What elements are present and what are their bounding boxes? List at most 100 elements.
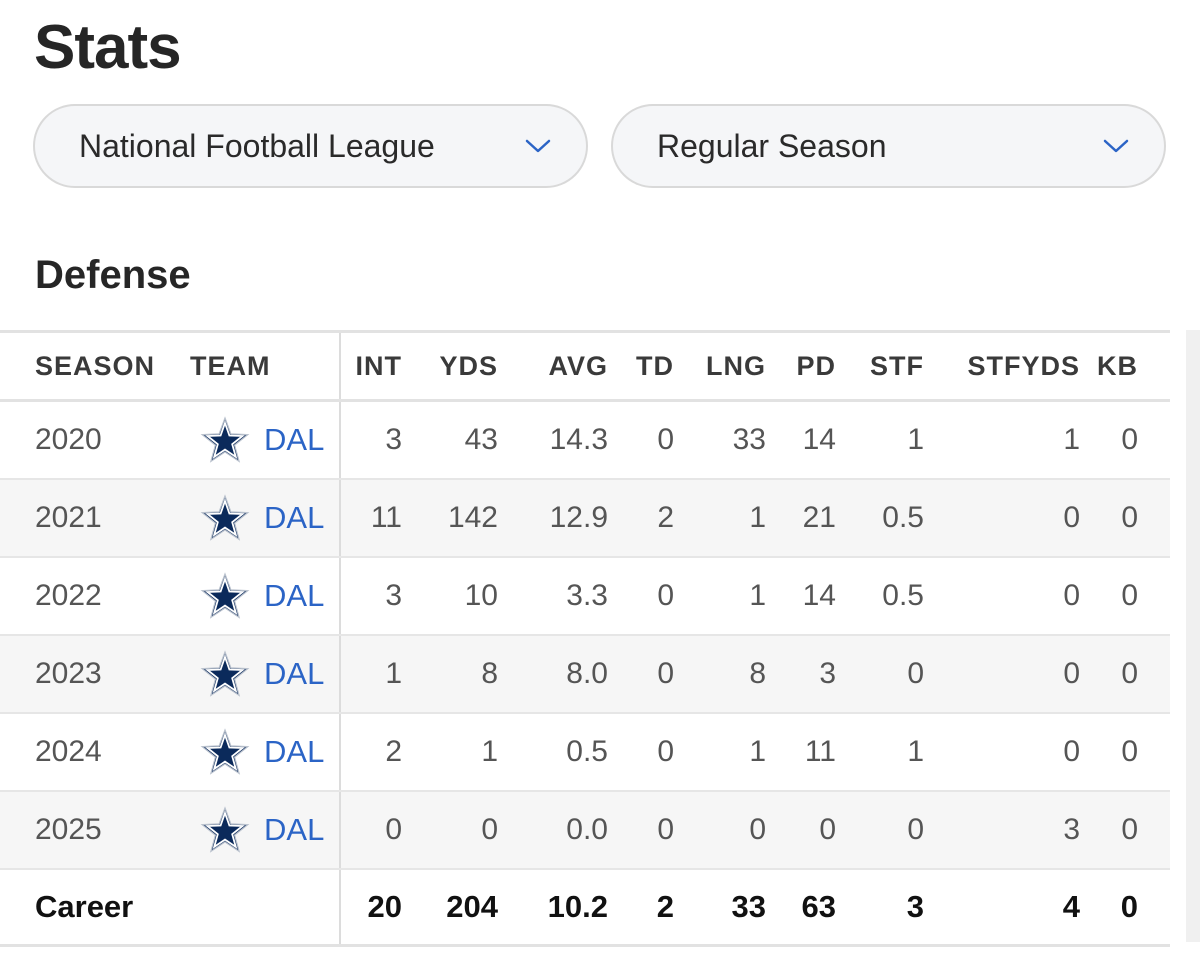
career-totals-row: Career 20 204 10.2 2 33 63 3 4 0 xyxy=(0,869,1170,947)
col-header-stfyds[interactable]: STFYDS xyxy=(924,330,1080,402)
lng-cell: 1 xyxy=(674,713,766,792)
chevron-down-icon xyxy=(525,139,551,153)
col-header-kb[interactable]: KB xyxy=(1080,330,1170,402)
table-row: 2021 DAL 11 142 12.9 2 1 21 0.5 0 0 xyxy=(0,479,1170,558)
season-cell: 2024 xyxy=(0,713,190,792)
season-cell: 2020 xyxy=(0,400,190,480)
team-link[interactable]: DAL xyxy=(264,578,325,613)
stf-cell: 0 xyxy=(836,791,924,870)
col-header-pd[interactable]: PD xyxy=(766,330,836,402)
pd-cell: 11 xyxy=(766,713,836,792)
career-yds: 204 xyxy=(402,869,498,947)
lng-cell: 8 xyxy=(674,635,766,714)
stfyds-cell: 0 xyxy=(924,557,1080,636)
season-type-select[interactable]: Regular Season xyxy=(611,104,1166,188)
team-link[interactable]: DAL xyxy=(264,500,325,535)
league-select-value: National Football League xyxy=(79,127,435,164)
lng-cell: 33 xyxy=(674,400,766,480)
col-header-season[interactable]: SEASON xyxy=(0,330,190,402)
td-cell: 0 xyxy=(608,557,674,636)
col-header-lng[interactable]: LNG xyxy=(674,330,766,402)
td-cell: 2 xyxy=(608,479,674,558)
table-row: 2023 DAL 1 8 8.0 0 8 3 0 0 0 xyxy=(0,635,1170,714)
avg-cell: 14.3 xyxy=(498,400,608,480)
career-lng: 33 xyxy=(674,869,766,947)
stf-cell: 0.5 xyxy=(836,479,924,558)
col-header-int[interactable]: INT xyxy=(340,330,402,402)
int-cell: 3 xyxy=(340,557,402,636)
pd-cell: 3 xyxy=(766,635,836,714)
season-cell: 2021 xyxy=(0,479,190,558)
team-link[interactable]: DAL xyxy=(264,734,325,769)
stf-cell: 1 xyxy=(836,713,924,792)
int-cell: 1 xyxy=(340,635,402,714)
team-link[interactable]: DAL xyxy=(264,422,325,457)
team-cell: DAL xyxy=(190,479,341,558)
team-cell: DAL xyxy=(190,791,341,870)
cowboys-star-logo-icon xyxy=(200,494,250,541)
pd-cell: 21 xyxy=(766,479,836,558)
yds-cell: 1 xyxy=(402,713,498,792)
team-cell: DAL xyxy=(190,713,341,792)
avg-cell: 12.9 xyxy=(498,479,608,558)
table-header-row: SEASON TEAM INT YDS AVG TD LNG PD STF ST… xyxy=(0,330,1170,402)
career-pd: 63 xyxy=(766,869,836,947)
table-row: 2024 DAL 2 1 0.5 0 1 11 1 0 0 xyxy=(0,713,1170,792)
team-link[interactable]: DAL xyxy=(264,656,325,691)
stfyds-cell: 0 xyxy=(924,713,1080,792)
yds-cell: 43 xyxy=(402,400,498,480)
td-cell: 0 xyxy=(608,713,674,792)
td-cell: 0 xyxy=(608,791,674,870)
table-row: 2025 DAL 0 0 0.0 0 0 0 0 3 0 xyxy=(0,791,1170,870)
chevron-down-icon xyxy=(1103,139,1129,153)
stfyds-cell: 0 xyxy=(924,635,1080,714)
cowboys-star-logo-icon xyxy=(200,416,250,463)
avg-cell: 0.0 xyxy=(498,791,608,870)
career-label: Career xyxy=(0,869,190,947)
kb-cell: 0 xyxy=(1080,791,1170,870)
career-td: 2 xyxy=(608,869,674,947)
int-cell: 3 xyxy=(340,400,402,480)
page-title: Stats xyxy=(34,13,182,82)
career-team-empty xyxy=(190,869,341,947)
col-header-stf[interactable]: STF xyxy=(836,330,924,402)
career-kb: 0 xyxy=(1080,869,1170,947)
avg-cell: 0.5 xyxy=(498,713,608,792)
team-link[interactable]: DAL xyxy=(264,812,325,847)
col-header-yds[interactable]: YDS xyxy=(402,330,498,402)
yds-cell: 0 xyxy=(402,791,498,870)
pd-cell: 14 xyxy=(766,557,836,636)
int-cell: 11 xyxy=(340,479,402,558)
avg-cell: 8.0 xyxy=(498,635,608,714)
cowboys-star-logo-icon xyxy=(200,806,250,853)
lng-cell: 1 xyxy=(674,479,766,558)
season-cell: 2022 xyxy=(0,557,190,636)
team-cell: DAL xyxy=(190,557,341,636)
kb-cell: 0 xyxy=(1080,635,1170,714)
col-header-td[interactable]: TD xyxy=(608,330,674,402)
col-header-avg[interactable]: AVG xyxy=(498,330,608,402)
career-avg: 10.2 xyxy=(498,869,608,947)
kb-cell: 0 xyxy=(1080,479,1170,558)
section-title-defense: Defense xyxy=(35,253,191,297)
col-header-team[interactable]: TEAM xyxy=(190,330,341,402)
lng-cell: 0 xyxy=(674,791,766,870)
yds-cell: 10 xyxy=(402,557,498,636)
cowboys-star-logo-icon xyxy=(200,572,250,619)
team-cell: DAL xyxy=(190,400,341,480)
stfyds-cell: 1 xyxy=(924,400,1080,480)
defense-stats-table: SEASON TEAM INT YDS AVG TD LNG PD STF ST… xyxy=(0,330,1170,947)
cowboys-star-logo-icon xyxy=(200,650,250,697)
kb-cell: 0 xyxy=(1080,400,1170,480)
career-stf: 3 xyxy=(836,869,924,947)
league-select[interactable]: National Football League xyxy=(33,104,588,188)
cowboys-star-logo-icon xyxy=(200,728,250,775)
horizontal-scroll-area[interactable] xyxy=(1186,330,1200,942)
yds-cell: 8 xyxy=(402,635,498,714)
table-row: 2022 DAL 3 10 3.3 0 1 14 0.5 0 0 xyxy=(0,557,1170,636)
season-type-select-value: Regular Season xyxy=(657,127,887,164)
lng-cell: 1 xyxy=(674,557,766,636)
stf-cell: 0 xyxy=(836,635,924,714)
stf-cell: 0.5 xyxy=(836,557,924,636)
stfyds-cell: 0 xyxy=(924,479,1080,558)
